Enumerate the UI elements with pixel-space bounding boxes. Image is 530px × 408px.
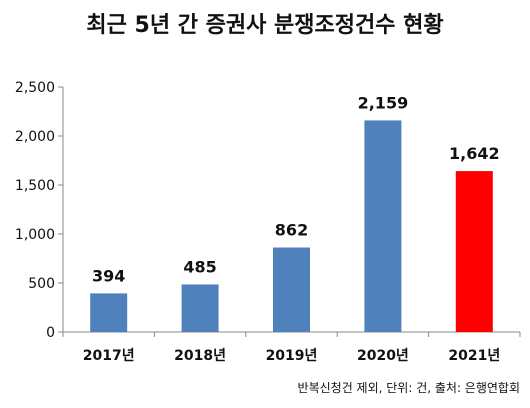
- y-tick-label: 0: [46, 325, 55, 341]
- y-tick-label: 2,000: [15, 129, 55, 145]
- y-tick-label: 2,500: [15, 80, 55, 96]
- data-label: 862: [275, 221, 308, 240]
- x-tick-label: 2019년: [266, 348, 318, 364]
- y-tick-label: 500: [28, 276, 55, 292]
- data-label: 2,159: [358, 93, 409, 112]
- chart-footnote: 반복신청건 제외, 단위: 건, 출처: 은행연합회: [298, 380, 520, 395]
- data-label: 394: [92, 266, 125, 285]
- chart-title: 최근 5년 간 증권사 분쟁조정건수 현황: [86, 13, 443, 38]
- bar-2018년: [181, 284, 219, 332]
- plot-area: 0 500 1,000 1,500 2,000 2,500 394 485 862 2,159 1…: [15, 80, 521, 364]
- x-axis-ticks: 2017년 2018년 2019년 2020년 2021년: [62, 332, 521, 364]
- y-tick-label: 1,500: [15, 178, 55, 194]
- y-tick-label: 1,000: [15, 227, 55, 243]
- bar-2017년: [90, 293, 128, 332]
- bar-2020년: [364, 120, 402, 332]
- y-axis-ticks: 0 500 1,000 1,500 2,000 2,500: [15, 80, 63, 341]
- data-label: 1,642: [449, 144, 500, 163]
- x-tick-label: 2017년: [83, 348, 135, 364]
- data-labels: 394 485 862 2,159 1,642: [92, 93, 500, 285]
- bar-series: [90, 120, 493, 332]
- bar-2019년: [273, 247, 310, 332]
- x-tick-label: 2018년: [174, 348, 226, 364]
- x-tick-label: 2021년: [448, 348, 500, 364]
- data-label: 485: [183, 257, 216, 276]
- bar-2021년: [455, 171, 493, 332]
- x-tick-label: 2020년: [357, 348, 409, 364]
